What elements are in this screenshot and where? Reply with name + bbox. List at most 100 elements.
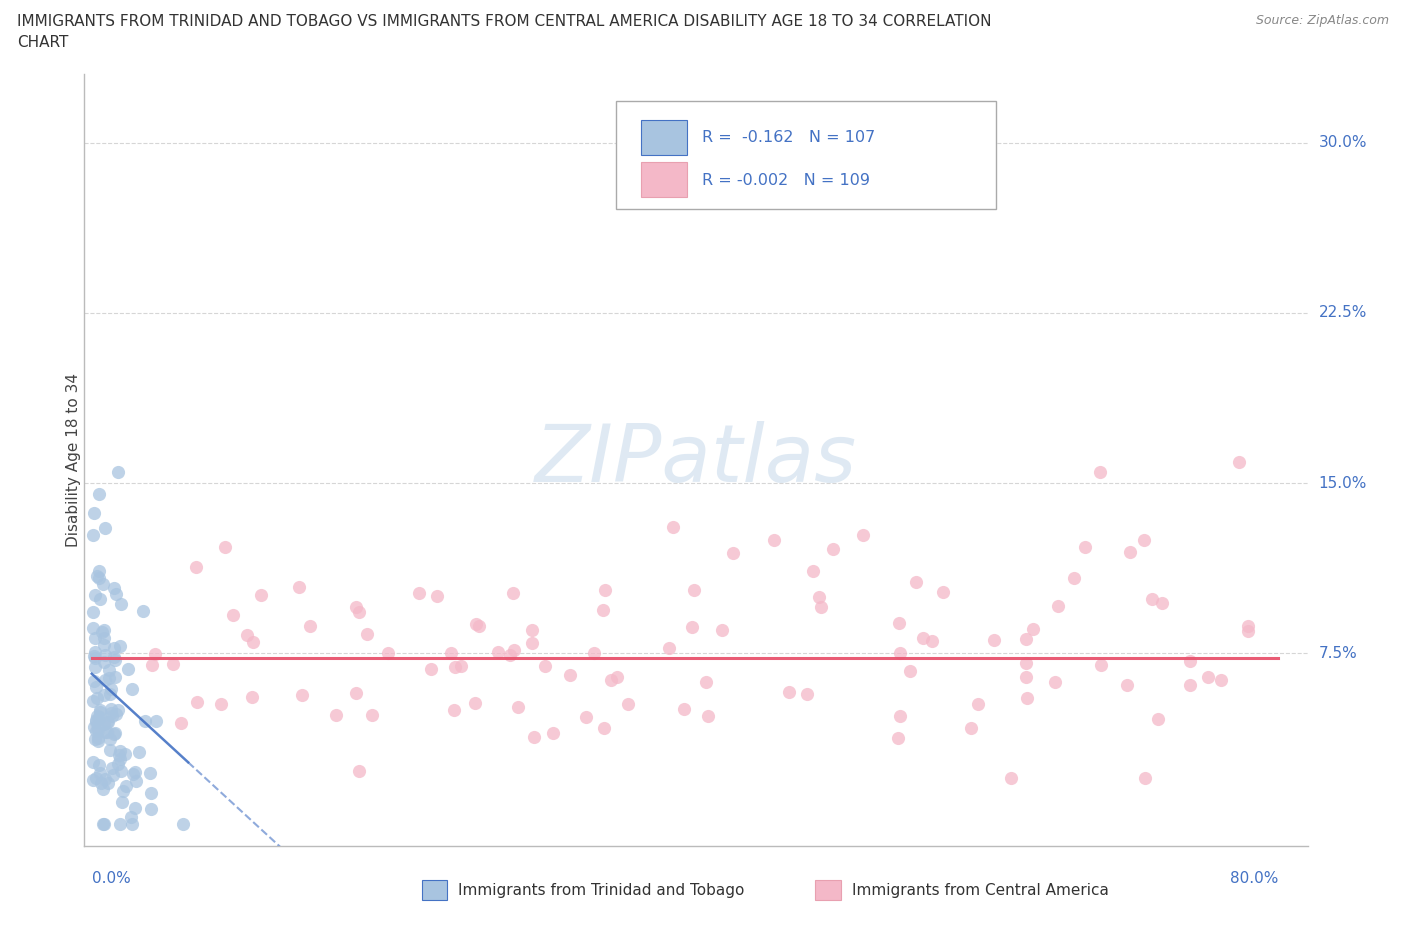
- Point: [89, 591, 111, 606]
- Point: [97, 714, 120, 729]
- Point: [502, 585, 524, 600]
- Point: [1022, 622, 1045, 637]
- Point: [134, 713, 156, 728]
- FancyBboxPatch shape: [641, 163, 688, 197]
- Point: [710, 623, 733, 638]
- Point: [93, 631, 115, 645]
- Point: [141, 786, 163, 801]
- Point: [89, 487, 111, 502]
- Point: [121, 682, 143, 697]
- Point: [86, 709, 108, 724]
- Text: 15.0%: 15.0%: [1319, 475, 1367, 490]
- Point: [104, 725, 127, 740]
- Point: [426, 589, 449, 604]
- Text: 80.0%: 80.0%: [1230, 871, 1278, 886]
- Point: [823, 542, 845, 557]
- Point: [592, 603, 614, 618]
- Point: [143, 646, 166, 661]
- Point: [93, 672, 115, 687]
- Point: [170, 716, 193, 731]
- Point: [103, 580, 125, 595]
- Text: 0.0%: 0.0%: [91, 871, 131, 886]
- Point: [98, 663, 121, 678]
- Point: [83, 506, 105, 521]
- Text: CHART: CHART: [17, 35, 69, 50]
- Point: [240, 689, 263, 704]
- Point: [91, 577, 114, 591]
- Point: [101, 761, 124, 776]
- Point: [104, 670, 127, 684]
- Point: [93, 637, 115, 652]
- Point: [681, 619, 703, 634]
- Point: [889, 645, 911, 660]
- Point: [582, 645, 605, 660]
- Text: R = -0.002   N = 109: R = -0.002 N = 109: [702, 173, 870, 188]
- Point: [778, 684, 800, 699]
- Point: [94, 724, 117, 739]
- Point: [132, 604, 155, 618]
- Text: IMMIGRANTS FROM TRINIDAD AND TOBAGO VS IMMIGRANTS FROM CENTRAL AMERICA DISABILIT: IMMIGRANTS FROM TRINIDAD AND TOBAGO VS I…: [17, 14, 991, 29]
- Point: [100, 682, 122, 697]
- Point: [810, 600, 832, 615]
- Point: [960, 721, 983, 736]
- FancyBboxPatch shape: [616, 101, 995, 209]
- Point: [97, 776, 120, 790]
- Text: ZIPatlas: ZIPatlas: [534, 421, 858, 499]
- Point: [467, 618, 489, 633]
- Point: [593, 583, 616, 598]
- Y-axis label: Disability Age 18 to 34: Disability Age 18 to 34: [66, 373, 80, 548]
- Point: [98, 687, 121, 702]
- Point: [450, 658, 472, 673]
- Point: [356, 627, 378, 642]
- Point: [107, 757, 129, 772]
- Text: Immigrants from Central America: Immigrants from Central America: [852, 883, 1109, 897]
- Point: [93, 687, 115, 702]
- Point: [87, 757, 110, 772]
- Point: [145, 713, 167, 728]
- Point: [214, 540, 236, 555]
- Point: [94, 521, 117, 536]
- Point: [89, 710, 111, 724]
- Point: [86, 691, 108, 706]
- Point: [87, 564, 110, 578]
- Point: [600, 672, 623, 687]
- Text: R =  -0.162   N = 107: R = -0.162 N = 107: [702, 130, 876, 145]
- Point: [110, 597, 132, 612]
- Point: [1063, 570, 1085, 585]
- Point: [96, 725, 118, 740]
- Point: [1090, 658, 1112, 672]
- Point: [111, 784, 134, 799]
- Point: [184, 560, 207, 575]
- Point: [101, 709, 124, 724]
- Point: [93, 716, 115, 731]
- Point: [904, 575, 927, 590]
- Point: [299, 618, 322, 633]
- Point: [236, 628, 259, 643]
- Point: [1043, 674, 1066, 689]
- Point: [82, 604, 104, 619]
- Point: [96, 714, 118, 729]
- Point: [121, 817, 143, 831]
- Point: [541, 725, 564, 740]
- Point: [502, 643, 524, 658]
- Point: [808, 590, 831, 604]
- Point: [1119, 544, 1142, 559]
- Point: [344, 685, 367, 700]
- Point: [1209, 672, 1232, 687]
- Point: [408, 585, 430, 600]
- Point: [1015, 670, 1038, 684]
- Point: [93, 655, 115, 670]
- Point: [83, 720, 105, 735]
- Point: [1236, 618, 1258, 633]
- Point: [83, 631, 105, 645]
- Point: [1178, 678, 1201, 693]
- Point: [558, 668, 581, 683]
- Point: [100, 743, 122, 758]
- Point: [87, 571, 110, 586]
- Point: [347, 604, 370, 619]
- Point: [242, 634, 264, 649]
- Point: [1142, 591, 1164, 606]
- Point: [87, 734, 110, 749]
- Point: [673, 702, 696, 717]
- Point: [377, 645, 399, 660]
